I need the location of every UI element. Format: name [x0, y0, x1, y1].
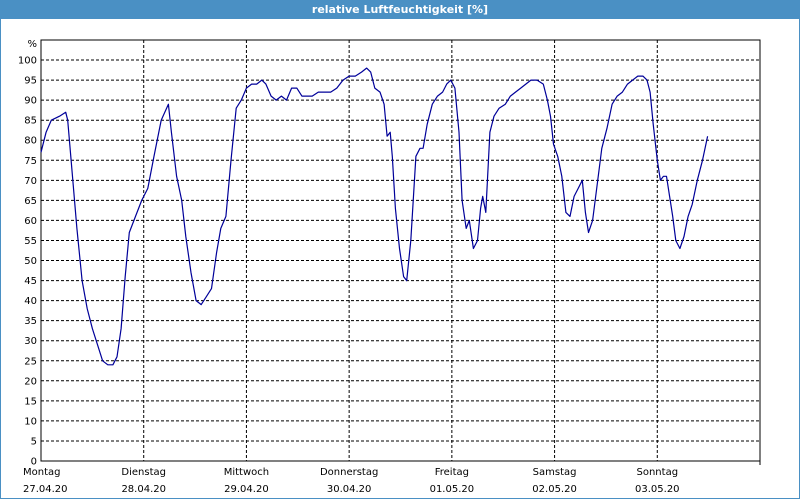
y-tick-label: 35 — [24, 316, 37, 327]
x-tick-day-label: Montag — [23, 467, 60, 478]
y-tick-label: 55 — [24, 236, 37, 247]
humidity-series-line — [40, 67, 709, 366]
chart-title: relative Luftfeuchtigkeit [%] — [0, 0, 800, 19]
x-tick-date-label: 30.04.20 — [327, 484, 372, 495]
x-tick-day-label: Mittwoch — [224, 467, 269, 478]
y-tick-label: 95 — [24, 76, 37, 87]
y-tick-label: 70 — [24, 176, 37, 187]
y-tick-label: 100 — [18, 56, 37, 67]
y-tick-label: 20 — [24, 376, 37, 387]
x-tick-day-label: Freitag — [435, 467, 469, 478]
chart-frame: 0 5 10 15 20 25 30 35 40 45 50 55 60 65 70 75 80 85 90 95 10… — [0, 19, 800, 499]
y-tick-label: 40 — [24, 296, 37, 307]
y-tick-label: 15 — [24, 396, 37, 407]
x-tick-date-label: 27.04.20 — [23, 484, 68, 495]
y-tick-label: 65 — [24, 196, 37, 207]
y-tick-label: 0 — [31, 457, 37, 468]
y-tick-label: 10 — [24, 416, 37, 427]
y-tick-label: 75 — [24, 156, 37, 167]
y-tick-label: 85 — [24, 116, 37, 127]
x-tick-date-label: 02.05.20 — [532, 484, 577, 495]
y-tick-label: 45 — [24, 276, 37, 287]
y-axis-label: % — [27, 39, 37, 50]
y-tick-label: 90 — [24, 96, 37, 107]
x-tick-date-label: 03.05.20 — [635, 484, 680, 495]
x-tick-date-label: 01.05.20 — [430, 484, 475, 495]
humidity-chart: 0 5 10 15 20 25 30 35 40 45 50 55 60 65 70 75 80 85 90 95 10… — [18, 39, 761, 495]
x-tick-day-label: Sonntag — [637, 467, 679, 478]
x-tick-day-label: Samstag — [533, 467, 577, 478]
x-tick-day-label: Dienstag — [121, 467, 166, 478]
y-tick-label: 80 — [24, 136, 37, 147]
x-tick-date-label: 28.04.20 — [121, 484, 166, 495]
y-tick-label: 25 — [24, 356, 37, 367]
y-tick-label: 30 — [24, 336, 37, 347]
y-tick-label: 5 — [31, 436, 37, 447]
x-tick-date-label: 29.04.20 — [224, 484, 269, 495]
y-tick-label: 60 — [24, 216, 37, 227]
x-tick-day-label: Donnerstag — [320, 467, 378, 478]
plot-area — [40, 39, 761, 462]
y-tick-label: 50 — [24, 256, 37, 267]
